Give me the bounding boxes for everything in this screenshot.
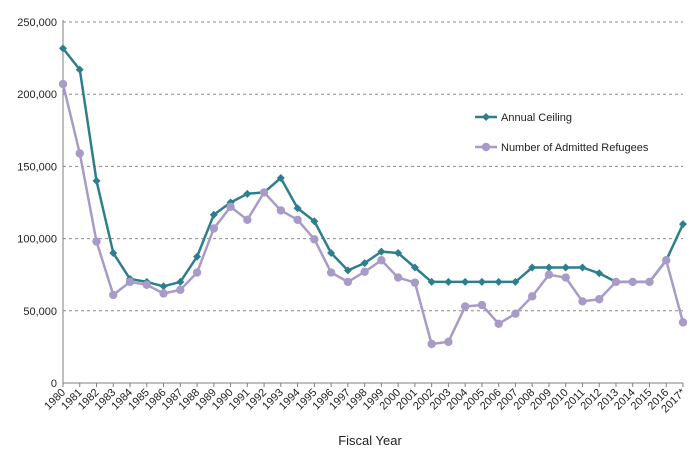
- legend-item: Number of Admitted Refugees: [475, 142, 649, 154]
- data-point: [678, 318, 688, 327]
- data-point: [192, 268, 202, 277]
- data-point: [444, 277, 453, 286]
- data-point: [209, 224, 219, 233]
- data-point: [92, 176, 101, 185]
- data-point: [209, 210, 218, 219]
- x-axis-ticks: 1980198119821983198419851986198719881989…: [42, 383, 689, 415]
- data-point: [58, 79, 68, 89]
- legend-marker: [481, 142, 491, 152]
- data-point: [193, 252, 202, 261]
- data-point: [595, 269, 604, 278]
- data-point: [327, 249, 336, 258]
- data-point: [528, 263, 537, 272]
- gridlines: [63, 21, 683, 312]
- y-tick-label: 0: [51, 378, 57, 390]
- data-point: [109, 249, 118, 258]
- data-point: [611, 277, 621, 287]
- series-0: [59, 44, 687, 291]
- data-point: [360, 267, 369, 277]
- data-point: [628, 277, 637, 287]
- data-point: [226, 202, 235, 212]
- y-tick-label: 250,000: [17, 17, 57, 29]
- data-point: [494, 277, 503, 286]
- data-point: [377, 247, 386, 256]
- data-point: [109, 290, 118, 300]
- legend-label: Annual Ceiling: [501, 112, 572, 124]
- data-point: [326, 268, 336, 277]
- data-point: [276, 206, 286, 215]
- data-point: [59, 44, 67, 53]
- axes: [62, 20, 683, 384]
- data-point: [310, 235, 319, 244]
- data-point: [662, 256, 671, 265]
- data-point: [159, 282, 168, 291]
- data-point: [343, 266, 352, 275]
- data-point: [343, 277, 353, 287]
- series-line: [62, 47, 685, 288]
- data-point: [410, 278, 420, 287]
- data-point: [511, 277, 520, 286]
- data-point: [75, 149, 84, 158]
- data-point: [444, 337, 453, 347]
- data-point: [243, 189, 252, 198]
- data-point: [427, 277, 436, 286]
- y-tick-label: 150,000: [17, 161, 57, 173]
- data-point: [494, 319, 503, 328]
- y-axis-ticks: 0 50,000 100,000 150,000 200,000 250,000: [17, 17, 57, 390]
- data-point: [477, 277, 486, 286]
- data-point: [477, 300, 487, 310]
- y-tick-label: 200,000: [17, 89, 57, 101]
- x-axis-title: Fiscal Year: [338, 433, 402, 448]
- data-point: [310, 217, 319, 226]
- legend-marker: [482, 113, 490, 121]
- data-point: [578, 263, 587, 272]
- data-point: [527, 292, 537, 301]
- legend: Annual Ceiling Number of Admitted Refugee…: [475, 112, 649, 154]
- data-point: [377, 256, 386, 265]
- data-point: [645, 277, 654, 287]
- data-point: [578, 297, 587, 306]
- data-point: [427, 339, 436, 349]
- data-point: [394, 249, 403, 258]
- data-point: [243, 215, 252, 225]
- data-point: [410, 263, 419, 272]
- data-point: [176, 277, 185, 286]
- data-point: [125, 277, 135, 287]
- data-point: [360, 259, 369, 268]
- legend-item: Annual Ceiling: [475, 112, 572, 124]
- data-point: [544, 263, 553, 272]
- data-point: [595, 295, 604, 304]
- data-point: [75, 65, 84, 74]
- y-tick-label: 100,000: [17, 234, 57, 246]
- series-line: [61, 83, 685, 346]
- series-layer: [58, 44, 688, 349]
- data-point: [461, 277, 470, 286]
- y-tick-label: 50,000: [23, 306, 57, 318]
- series-1: [58, 79, 688, 349]
- data-point: [259, 188, 269, 197]
- data-point: [561, 263, 570, 272]
- data-point: [460, 302, 470, 311]
- data-point: [511, 309, 520, 318]
- data-point: [393, 273, 403, 282]
- data-point: [561, 273, 570, 282]
- data-point: [679, 220, 687, 229]
- data-point: [293, 215, 302, 225]
- data-point: [176, 285, 185, 295]
- data-point: [276, 173, 285, 182]
- data-point: [142, 280, 151, 290]
- data-point: [544, 270, 554, 279]
- legend-label: Number of Admitted Refugees: [501, 142, 649, 154]
- data-point: [293, 204, 302, 213]
- data-point: [159, 289, 168, 298]
- data-point: [92, 237, 101, 246]
